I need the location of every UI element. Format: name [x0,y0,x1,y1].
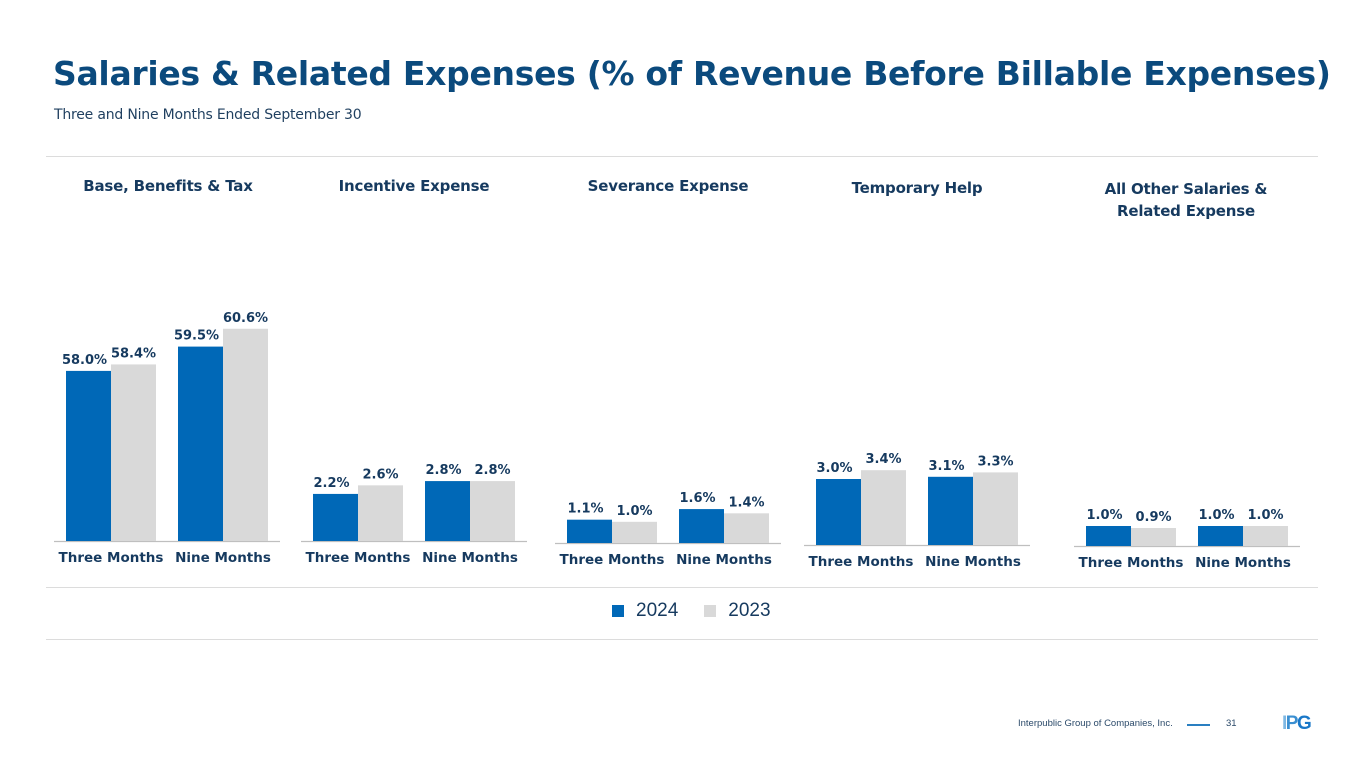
legend-label-2024: 2024 [636,600,679,621]
base-benefits-tax-bar-three-months-2023 [111,364,156,541]
temporary-help-category-label-nine-months: Nine Months [925,554,1021,570]
temporary-help-data-label-three-months-2024: 3.0% [816,461,852,476]
severance-expense-data-label-three-months-2024: 1.1% [567,502,603,517]
incentive-expense-data-label-three-months-2024: 2.2% [313,476,349,491]
footer-separator [1187,724,1210,726]
severance-expense-data-label-nine-months-2024: 1.6% [679,491,715,506]
all-other-salaries-related-expense-data-label-three-months-2023: 0.9% [1135,510,1171,525]
panel-title-base-benefits-tax: Base, Benefits & Tax [83,177,253,195]
legend-item-2024: 2024 [612,600,678,622]
base-benefits-tax-data-label-nine-months-2024: 59.5% [174,329,219,344]
temporary-help-bar-three-months-2023 [861,470,906,545]
legend-bottom-divider [46,639,1318,640]
logo-letter-g: G [1296,713,1312,734]
logo-letter-i: I [1282,713,1287,734]
base-benefits-tax-category-label-three-months: Three Months [59,550,164,566]
temporary-help-bar-nine-months-2023 [973,472,1018,545]
all-other-salaries-related-expense-data-label-nine-months-2023: 1.0% [1247,508,1283,523]
base-benefits-tax-bar-three-months-2024 [66,370,111,541]
all-other-salaries-related-expense-category-label-nine-months: Nine Months [1195,555,1291,571]
all-other-salaries-related-expense-bar-three-months-2023 [1131,528,1176,546]
temporary-help-data-label-nine-months-2023: 3.3% [977,454,1013,469]
legend-item-2023: 2023 [704,600,771,622]
temporary-help-category-label-three-months: Three Months [809,554,914,570]
incentive-expense-data-label-nine-months-2023: 2.8% [474,463,510,478]
all-other-salaries-related-expense-bar-nine-months-2024 [1198,526,1243,546]
footer-company: Interpublic Group of Companies, Inc. [1018,718,1173,729]
severance-expense-bar-three-months-2024 [567,519,612,543]
temporary-help-data-label-three-months-2023: 3.4% [865,452,901,467]
severance-expense-data-label-nine-months-2023: 1.4% [728,495,764,510]
legend: 2024 2023 [612,600,797,622]
legend-label-2023: 2023 [728,600,771,621]
legend-swatch-2024 [612,605,624,617]
all-other-salaries-related-expense-bar-three-months-2024 [1086,526,1131,546]
legend-swatch-2023 [704,605,717,617]
logo-letter-p: P [1285,713,1299,734]
base-benefits-tax-data-label-nine-months-2023: 60.6% [223,311,268,326]
panel-title-incentive-expense: Incentive Expense [338,177,490,195]
severance-expense-bar-nine-months-2023 [724,513,769,543]
all-other-salaries-related-expense-data-label-nine-months-2024: 1.0% [1198,508,1234,523]
base-benefits-tax-data-label-three-months-2024: 58.0% [62,353,107,368]
page-title: Salaries & Related Expenses (% of Revenu… [53,54,1331,93]
temporary-help-data-label-nine-months-2024: 3.1% [928,459,964,474]
severance-expense-category-label-three-months: Three Months [560,552,665,568]
all-other-salaries-related-expense-bar-nine-months-2023 [1243,526,1288,546]
severance-expense-bar-nine-months-2024 [679,509,724,543]
page-number: 31 [1226,718,1237,729]
incentive-expense-category-label-three-months: Three Months [306,550,411,566]
all-other-salaries-related-expense-category-label-three-months: Three Months [1079,555,1184,571]
incentive-expense-data-label-three-months-2023: 2.6% [362,467,398,482]
incentive-expense-bar-nine-months-2024 [425,481,470,541]
ipg-logo: IPG [1282,713,1312,734]
temporary-help-bar-nine-months-2024 [928,476,973,545]
severance-expense-bar-three-months-2023 [612,521,657,543]
temporary-help-bar-three-months-2024 [816,479,861,545]
base-benefits-tax-category-label-nine-months: Nine Months [175,550,271,566]
incentive-expense-category-label-nine-months: Nine Months [422,550,518,566]
base-benefits-tax-data-label-three-months-2023: 58.4% [111,346,156,361]
incentive-expense-bar-nine-months-2023 [470,481,515,541]
panel-title-temporary-help: Temporary Help [851,179,983,197]
panel-title-severance-expense: Severance Expense [587,177,749,195]
top-divider [46,156,1318,157]
legend-top-divider [46,587,1318,588]
panel-title-all-other-line-1: All Other Salaries & [1104,180,1268,198]
page-subtitle: Three and Nine Months Ended September 30 [54,107,362,123]
panel-title-all-other: All Other Salaries & Related Expense [1076,178,1296,222]
incentive-expense-bar-three-months-2024 [313,493,358,541]
severance-expense-category-label-nine-months: Nine Months [676,552,772,568]
incentive-expense-bar-three-months-2023 [358,485,403,541]
base-benefits-tax-bar-nine-months-2023 [223,328,268,541]
panel-title-all-other-line-2: Related Expense [1117,202,1255,220]
severance-expense-data-label-three-months-2023: 1.0% [616,504,652,519]
base-benefits-tax-bar-nine-months-2024 [178,346,223,541]
all-other-salaries-related-expense-data-label-three-months-2024: 1.0% [1086,508,1122,523]
incentive-expense-data-label-nine-months-2024: 2.8% [425,463,461,478]
